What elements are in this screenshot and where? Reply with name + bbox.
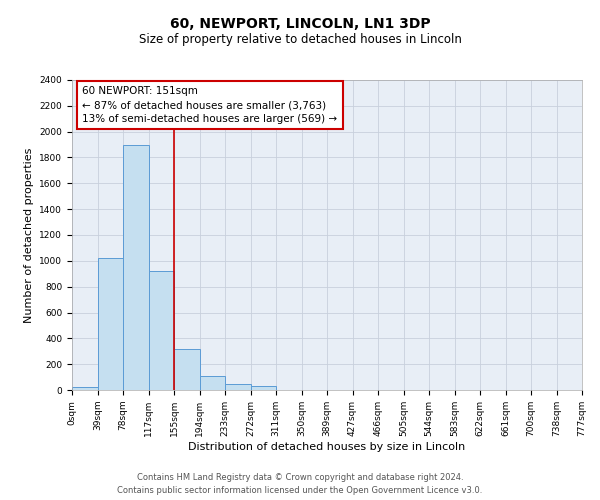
Text: 60 NEWPORT: 151sqm
← 87% of detached houses are smaller (3,763)
13% of semi-deta: 60 NEWPORT: 151sqm ← 87% of detached hou… [82, 86, 337, 124]
Bar [97, 258, 123, 390]
Y-axis label: Number of detached properties: Number of detached properties [24, 148, 34, 322]
Bar [251, 386, 276, 390]
Bar [225, 384, 251, 390]
Text: 60, NEWPORT, LINCOLN, LN1 3DP: 60, NEWPORT, LINCOLN, LN1 3DP [170, 18, 430, 32]
Text: Contains HM Land Registry data © Crown copyright and database right 2024.
Contai: Contains HM Land Registry data © Crown c… [118, 474, 482, 495]
Bar [149, 271, 174, 390]
Text: Size of property relative to detached houses in Lincoln: Size of property relative to detached ho… [139, 32, 461, 46]
X-axis label: Distribution of detached houses by size in Lincoln: Distribution of detached houses by size … [188, 442, 466, 452]
Bar [123, 144, 149, 390]
Bar [199, 376, 225, 390]
Bar [72, 388, 97, 390]
Bar [174, 348, 199, 390]
